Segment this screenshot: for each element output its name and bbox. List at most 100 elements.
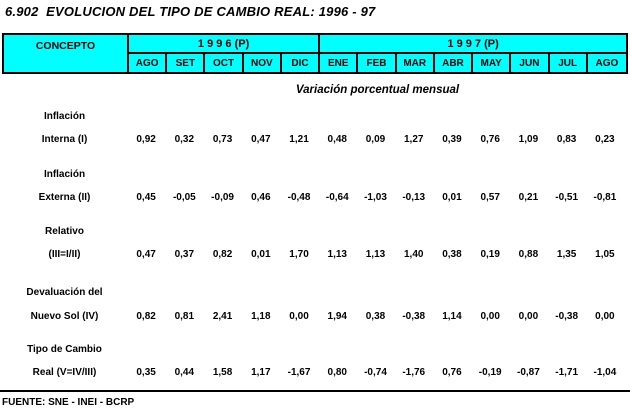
- data-cell: 0,00: [480, 311, 500, 322]
- data-cell: -0,38: [402, 311, 426, 322]
- data-cell: 0,35: [136, 367, 156, 378]
- row-label: Inflación: [43, 169, 86, 180]
- data-cell: -0,81: [593, 192, 617, 203]
- data-cell: 0,76: [442, 367, 462, 378]
- row-label: (III=I/II): [48, 249, 81, 260]
- year-1996-header-cell: 1 9 9 6 (P): [129, 35, 321, 54]
- row-label: Inflación: [43, 111, 86, 122]
- month-header-cell: OCT: [205, 54, 244, 72]
- table-row-label-line1: Relativo: [2, 225, 624, 238]
- table-subtitle: Variación porcentual mensual: [295, 84, 460, 96]
- data-cell: 1,09: [518, 134, 539, 145]
- month-header-cell: SET: [167, 54, 206, 72]
- data-cell: -0,05: [172, 192, 196, 203]
- data-cell: 1,58: [212, 367, 233, 378]
- data-cell: 1,70: [289, 249, 309, 260]
- month-header-cell: AGO: [129, 54, 168, 72]
- month-header-cell: MAR: [397, 54, 435, 72]
- data-cell: -1,71: [555, 367, 579, 378]
- data-cell: 0,44: [174, 367, 195, 378]
- data-cell: 0,45: [136, 192, 156, 203]
- month-header-cell: JUL: [550, 54, 588, 72]
- data-cell: -0,48: [287, 192, 311, 203]
- data-cell: 0,37: [174, 249, 195, 260]
- data-cell: 1,18: [251, 311, 271, 322]
- data-cell: 1,35: [556, 249, 577, 260]
- month-header-cell: ABR: [435, 54, 474, 72]
- table-row-label-line1: Inflación: [2, 110, 624, 123]
- data-cell: 0,47: [136, 249, 156, 260]
- concepto-header-cell: CONCEPTO: [4, 35, 129, 72]
- month-header-cell: FEB: [358, 54, 397, 72]
- data-cell: 0,48: [327, 134, 347, 145]
- table-row-label-line1: Devaluación del: [2, 286, 624, 299]
- table-row: Real (V=IV/III) 0,35 0,44 1,58 1,17 -1,67 0,80…: [2, 366, 624, 379]
- data-cell: 0,21: [518, 192, 539, 203]
- data-cell: -1,04: [593, 367, 617, 378]
- data-cell: 0,38: [365, 311, 386, 322]
- data-cell: 0,38: [442, 249, 462, 260]
- data-cell: 0,47: [251, 134, 271, 145]
- data-cell: 1,14: [442, 311, 462, 322]
- data-cell: -0,13: [402, 192, 426, 203]
- table-row: Externa (II) 0,45 -0,05 -0,09 0,46 -0,48 -0,64…: [2, 191, 624, 204]
- table-row-label-line1: Tipo de Cambio: [2, 343, 624, 356]
- table-row-label-line1: Inflación: [2, 168, 624, 181]
- data-cell: 0,00: [289, 311, 309, 322]
- month-header-cell: DIC: [282, 54, 321, 72]
- data-cell: -1,67: [287, 367, 311, 378]
- data-cell: -1,76: [402, 367, 426, 378]
- month-header-cell: NOV: [244, 54, 282, 72]
- data-cell: 0,92: [136, 134, 156, 145]
- data-cell: 1,13: [365, 249, 386, 260]
- data-cell: 0,81: [174, 311, 195, 322]
- month-header-cell: ENE: [320, 54, 359, 72]
- data-cell: 0,82: [212, 249, 233, 260]
- data-cell: 1,40: [403, 249, 424, 260]
- data-cell: 0,23: [595, 134, 615, 145]
- data-cell: -0,38: [555, 311, 579, 322]
- data-cell: 0,19: [480, 249, 500, 260]
- data-cell: -0,09: [211, 192, 234, 203]
- month-header-cell: AGO: [595, 57, 619, 69]
- data-cell: 0,46: [251, 192, 271, 203]
- data-cell: 0,83: [556, 134, 577, 145]
- table-row: Interna (I) 0,92 0,32 0,73 0,47 1,21 0,48 0,09 1…: [2, 133, 624, 146]
- data-cell: 0,88: [518, 249, 539, 260]
- row-label: Relativo: [45, 226, 84, 237]
- table-row: Nuevo Sol (IV) 0,82 0,81 2,41 1,18 0,00 1,94 0,…: [2, 310, 624, 323]
- data-cell: 0,01: [251, 249, 271, 260]
- row-label: Interna (I): [41, 134, 88, 145]
- data-cell: 0,73: [212, 134, 233, 145]
- table-header: CONCEPTO 1 9 9 6 (P) 1 9 9 7 (P) AGO SET O…: [2, 33, 628, 74]
- data-cell: 1,94: [327, 311, 347, 322]
- data-cell: 0,57: [480, 192, 500, 203]
- data-cell: -0,87: [517, 367, 540, 378]
- data-cell: -0,51: [555, 192, 579, 203]
- data-cell: 0,01: [442, 192, 462, 203]
- row-label: Devaluación del: [26, 287, 103, 298]
- data-cell: 0,76: [480, 134, 500, 145]
- data-cell: 0,39: [442, 134, 462, 145]
- data-cell: -1,03: [364, 192, 387, 203]
- data-cell: 0,80: [327, 367, 347, 378]
- row-label: Externa (II): [38, 192, 91, 203]
- data-cell: -0,74: [364, 367, 387, 378]
- month-header-cell: MAY: [473, 54, 512, 72]
- row-label: Real (V=IV/III): [32, 367, 97, 378]
- data-cell: 1,21: [289, 134, 309, 145]
- row-label: Tipo de Cambio: [27, 344, 102, 355]
- footer-divider: [0, 390, 630, 392]
- table-row: (III=I/II) 0,47 0,37 0,82 0,01 1,70 1,13 1,13 1,…: [2, 248, 624, 261]
- data-cell: -0,19: [478, 367, 502, 378]
- data-cell: 1,13: [327, 249, 347, 260]
- data-cell: 1,17: [251, 367, 271, 378]
- month-header-cell: JUN: [511, 54, 550, 72]
- data-cell: 0,00: [518, 311, 539, 322]
- year-1997-header-cell: 1 9 9 7 (P): [320, 35, 626, 54]
- data-cell: -0,64: [325, 192, 349, 203]
- source-note: FUENTE: SNE - INEI - BCRP: [2, 397, 135, 408]
- data-cell: 1,05: [595, 249, 615, 260]
- data-cell: 0,09: [365, 134, 386, 145]
